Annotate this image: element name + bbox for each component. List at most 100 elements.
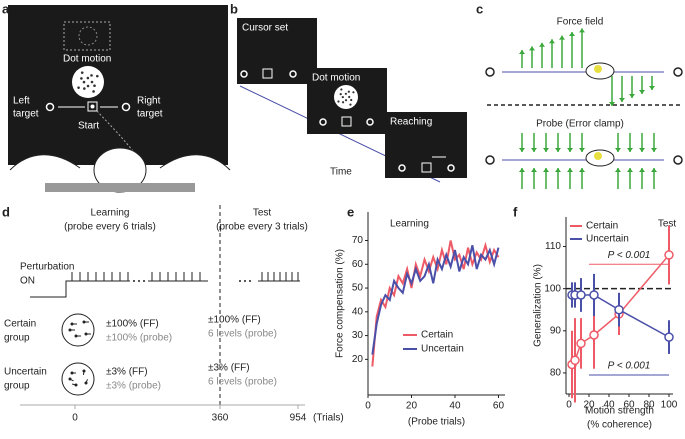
label: group xyxy=(4,381,30,392)
x-axis-label: (% coherence) xyxy=(587,420,652,431)
dot xyxy=(86,76,90,80)
dot xyxy=(96,74,99,78)
label: 360 xyxy=(212,413,229,424)
x-tick-label: 60 xyxy=(623,400,635,411)
label: ±100% (FF) xyxy=(106,319,159,330)
point xyxy=(570,355,580,366)
label: ±3% (FF) xyxy=(106,367,148,378)
legend-label: Certain xyxy=(421,330,453,341)
y-tick-label: 20 xyxy=(352,354,364,365)
x-axis-label: Motion strength xyxy=(585,406,654,417)
target xyxy=(366,118,374,126)
dot-icon xyxy=(61,362,95,396)
force-arrowhead xyxy=(579,168,585,172)
y-tick-label: 50 xyxy=(352,283,364,294)
target xyxy=(485,67,495,77)
target xyxy=(673,67,683,77)
panel-d-art xyxy=(20,205,305,409)
force-arrowhead xyxy=(619,98,625,102)
ellipsis-dot xyxy=(239,280,241,282)
target xyxy=(485,155,495,165)
force-arrowhead xyxy=(519,148,525,152)
chart-title: Learning xyxy=(390,219,429,230)
start-box xyxy=(262,68,273,79)
label: Test xyxy=(253,208,272,219)
force-arrowhead xyxy=(555,168,561,172)
label: Time xyxy=(330,167,352,178)
force-arrowhead xyxy=(629,94,635,98)
x-tick-label: 20 xyxy=(583,400,595,411)
dot xyxy=(340,88,343,91)
label: group xyxy=(4,333,30,344)
timeline xyxy=(30,280,300,298)
target xyxy=(289,70,297,78)
label: (probe every 3 trials) xyxy=(216,222,308,233)
chart-title: Test xyxy=(658,219,677,230)
ellipsis-dot xyxy=(249,280,251,282)
handle xyxy=(594,152,602,160)
target xyxy=(398,164,406,172)
force-arrowhead xyxy=(609,102,615,106)
x-axis-label: (Probe trials) xyxy=(408,417,465,428)
label: 6 levels (probe) xyxy=(208,329,277,340)
target xyxy=(673,155,683,165)
ellipsis-dot xyxy=(138,280,140,282)
target xyxy=(319,118,327,126)
label: ON xyxy=(20,276,35,287)
monitor xyxy=(8,5,228,165)
dot xyxy=(93,84,96,88)
dashed-box xyxy=(63,21,111,51)
x-tick-label: 100 xyxy=(661,400,678,411)
dot-motion xyxy=(85,379,88,384)
dot-icon xyxy=(61,313,95,347)
label: (Trials) xyxy=(313,413,344,424)
force-arrowhead xyxy=(555,148,561,152)
label: Force field xyxy=(557,17,604,28)
force-arrowhead xyxy=(649,86,655,90)
force-arrowhead xyxy=(569,32,575,36)
x-tick-label: 60 xyxy=(493,401,505,412)
legend-label: Uncertain xyxy=(586,234,629,245)
force-arrowhead xyxy=(531,168,537,172)
x-tick-label: 20 xyxy=(406,401,418,412)
y-tick-label: 80 xyxy=(550,368,562,379)
panel-c-art xyxy=(485,62,683,167)
point xyxy=(589,290,599,300)
panel-label: e xyxy=(347,204,354,219)
force-arrowhead xyxy=(639,90,645,94)
label: Dot motion xyxy=(63,54,111,65)
y-axis-label: Generalization (%) xyxy=(533,264,544,347)
panel-label: d xyxy=(2,204,10,219)
dashed-circle xyxy=(78,26,98,46)
dot-motion xyxy=(69,378,74,382)
label: ±3% (probe) xyxy=(106,381,161,392)
y-tick-label: 70 xyxy=(352,235,364,246)
y-tick-label: 110 xyxy=(545,241,561,252)
label: ±100% (probe) xyxy=(106,333,172,344)
series-line xyxy=(371,240,500,367)
x-tick-label: 80 xyxy=(643,400,655,411)
start-dot xyxy=(90,104,95,109)
ellipsis-dot xyxy=(143,280,145,282)
right-target xyxy=(121,102,131,112)
ellipsis-dot xyxy=(244,280,246,282)
legend-label: Uncertain xyxy=(421,344,464,355)
dot xyxy=(339,93,342,96)
ellipsis-dot xyxy=(133,280,135,282)
label: Probe (Error clamp) xyxy=(536,119,624,130)
panel-b-art xyxy=(237,18,467,183)
label: Uncertain xyxy=(4,367,47,378)
point xyxy=(664,250,674,260)
dot xyxy=(86,84,90,88)
force-arrowhead xyxy=(543,168,549,172)
force-arrowhead xyxy=(559,35,565,40)
dot-motion xyxy=(82,370,85,376)
label: Perturbation xyxy=(20,262,74,273)
start-box xyxy=(421,162,432,173)
dot xyxy=(92,90,95,93)
panel-label: a xyxy=(2,1,10,16)
point xyxy=(576,338,586,349)
dot xyxy=(352,91,355,94)
label: Dot motion xyxy=(312,73,360,84)
panel-a-art xyxy=(8,5,231,193)
